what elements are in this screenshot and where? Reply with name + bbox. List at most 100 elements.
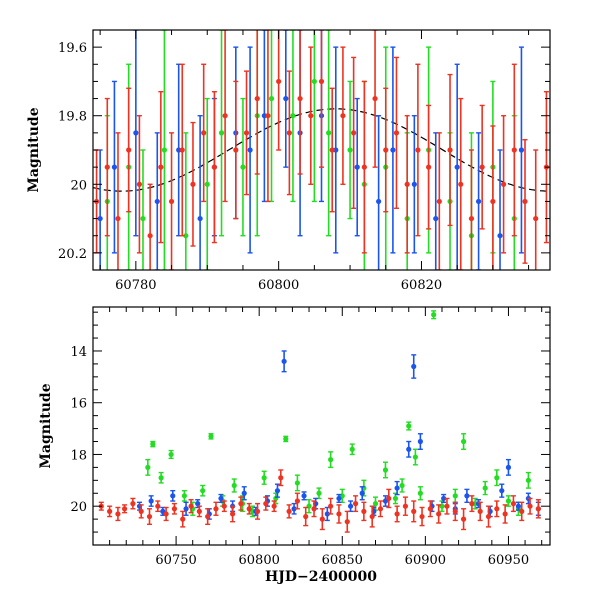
data-point-red	[308, 113, 314, 119]
data-point-red	[469, 501, 475, 507]
data-point-blue	[475, 198, 482, 205]
data-point-red	[115, 215, 121, 222]
data-point-red	[180, 516, 186, 522]
data-point-red	[447, 147, 453, 153]
data-point-blue	[505, 464, 512, 470]
data-point-red	[265, 113, 271, 119]
x-tick-label: 60820	[401, 278, 442, 293]
data-point-red	[393, 130, 400, 136]
data-point-red	[147, 233, 153, 239]
data-point-red	[404, 181, 410, 187]
data-point-red	[121, 506, 128, 512]
data-point-red	[452, 508, 458, 514]
data-point-blue	[148, 498, 154, 504]
data-point-blue	[354, 164, 360, 170]
data-point-green	[168, 451, 174, 458]
data-point-red	[458, 181, 464, 187]
plot-area	[98, 310, 541, 533]
data-point-green	[218, 130, 225, 136]
data-point-red	[171, 506, 178, 512]
data-point-red	[352, 501, 359, 507]
data-point-blue	[247, 147, 253, 153]
data-point-green	[505, 498, 512, 504]
data-point-blue	[274, 488, 281, 494]
data-point-red	[490, 198, 496, 205]
data-point-red	[479, 164, 485, 170]
data-point-green	[140, 215, 146, 222]
data-point-blue	[291, 506, 297, 512]
data-point-red	[107, 508, 113, 514]
y-tick-label: 19.6	[58, 41, 87, 56]
y-tick-label: 14	[70, 345, 87, 360]
data-point-red	[205, 513, 211, 520]
bottom-xlabel: HJD−2400000	[265, 569, 377, 585]
data-point-red	[213, 506, 219, 512]
data-point-green	[208, 433, 214, 439]
data-point-blue	[411, 181, 417, 187]
x-tick-label: 60800	[258, 278, 299, 293]
data-point-blue	[195, 501, 201, 507]
data-point-red	[328, 503, 334, 509]
data-point-red	[329, 147, 335, 153]
data-point-green	[150, 441, 156, 447]
data-point-red	[163, 511, 169, 517]
data-point-green	[240, 164, 246, 170]
data-point-green	[200, 488, 206, 494]
data-point-red	[377, 506, 384, 512]
data-point-red	[155, 503, 161, 509]
data-point-red	[361, 164, 367, 170]
data-point-red	[460, 516, 467, 522]
data-point-blue	[347, 503, 354, 509]
plot-area	[93, 30, 550, 270]
data-point-red	[369, 513, 375, 520]
data-point-red	[519, 508, 525, 514]
data-point-red	[419, 513, 425, 520]
x-tick-label: 60950	[488, 553, 529, 568]
data-point-green	[158, 475, 164, 481]
data-point-red	[211, 164, 217, 170]
y-tick-label: 20	[70, 178, 87, 193]
data-point-red	[126, 147, 132, 153]
data-point-green	[261, 475, 267, 481]
data-point-blue	[281, 358, 287, 364]
data-point-green	[417, 490, 423, 496]
data-point-green	[382, 467, 389, 473]
data-point-green	[349, 446, 355, 452]
data-point-red	[351, 130, 357, 136]
data-point-red	[179, 147, 185, 153]
x-tick-label: 60900	[405, 553, 446, 568]
bottom-panel: 60750 60800 60850 60900 60950 14 16 18 20	[70, 307, 550, 568]
data-point-red	[535, 506, 541, 512]
data-point-green	[326, 130, 332, 136]
data-point-red	[527, 503, 533, 509]
data-point-red	[222, 113, 228, 119]
data-point-red	[146, 513, 153, 520]
data-point-blue	[261, 113, 267, 119]
data-point-blue	[359, 490, 365, 496]
data-point-blue	[218, 495, 224, 502]
data-point-blue	[241, 490, 247, 496]
data-point-red	[190, 181, 196, 187]
bottom-panel-frame	[92, 306, 551, 546]
data-point-red	[500, 181, 507, 187]
data-point-red	[238, 501, 244, 507]
data-point-blue	[176, 147, 182, 153]
data-point-red	[138, 508, 144, 514]
data-point-red	[286, 508, 292, 514]
data-point-blue	[394, 485, 400, 491]
y-tick-label: 19.8	[58, 110, 87, 125]
data-point-green	[412, 454, 418, 460]
data-point-red	[415, 147, 421, 153]
top-ylabel: Magnitude	[26, 107, 42, 192]
data-point-red	[254, 508, 261, 514]
data-point-red	[436, 198, 442, 205]
data-point-red	[394, 511, 400, 517]
data-point-blue	[154, 198, 160, 205]
data-point-red	[136, 181, 143, 187]
data-point-blue	[518, 147, 525, 153]
data-point-red	[130, 501, 136, 507]
data-point-red	[158, 164, 164, 170]
data-point-green	[183, 233, 189, 239]
data-point-red	[372, 95, 378, 102]
data-point-green	[290, 113, 296, 119]
